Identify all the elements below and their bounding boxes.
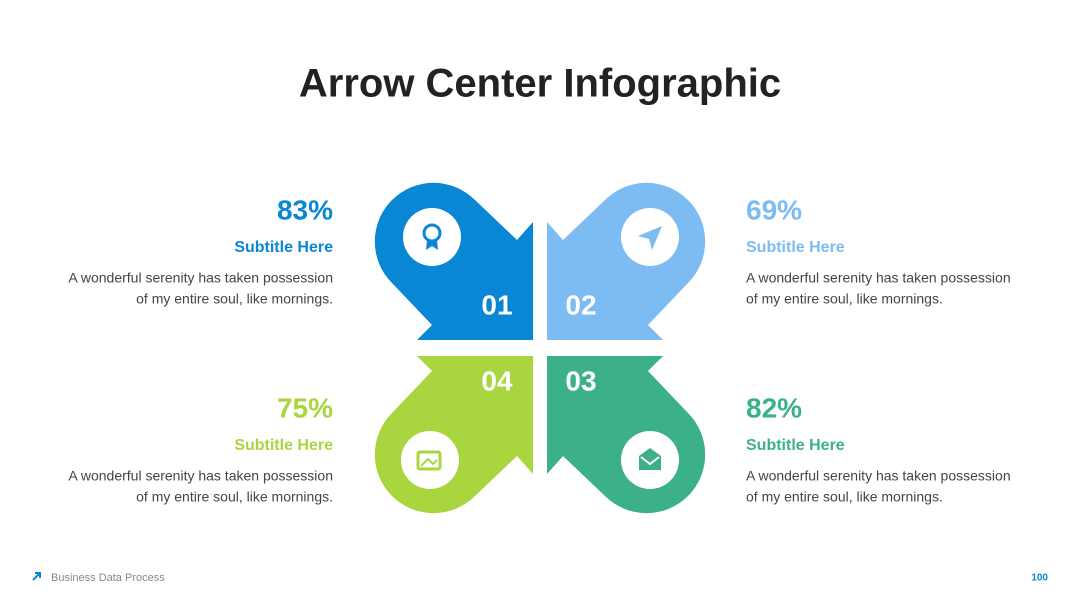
award-icon [426, 240, 438, 250]
percent: 75% [277, 392, 333, 423]
footer-text: Business Data Process [51, 572, 165, 584]
step-number: 03 [565, 365, 596, 396]
send-icon [638, 226, 662, 250]
mail-icon [640, 456, 660, 466]
step-number: 02 [565, 289, 596, 320]
subtitle: Subtitle Here [234, 437, 333, 454]
subtitle: Subtitle Here [234, 239, 333, 256]
icon-circle [403, 208, 461, 266]
image-icon [416, 450, 442, 471]
labels: 01 83% Subtitle Here A wonderful serenity h… [68, 194, 1010, 504]
description: of my entire soul, like mornings. [746, 291, 943, 307]
percent: 69% [746, 194, 802, 225]
subtitle: Subtitle Here [746, 437, 845, 454]
step-number: 04 [481, 365, 513, 396]
subtitle: Subtitle Here [746, 239, 845, 256]
footer-icon [32, 572, 41, 581]
description: of my entire soul, like mornings. [746, 489, 943, 505]
step-number: 01 [481, 289, 512, 320]
description: A wonderful serenity has taken possessio… [746, 468, 1011, 484]
description: of my entire soul, like mornings. [136, 489, 333, 505]
percent: 83% [277, 194, 333, 225]
title: Arrow Center Infographic [299, 62, 781, 106]
description: A wonderful serenity has taken possessio… [746, 270, 1011, 286]
page-number: 100 [1031, 573, 1048, 584]
description: A wonderful serenity has taken possessio… [68, 468, 333, 484]
arrow-diagram [374, 182, 706, 514]
percent: 82% [746, 392, 802, 423]
description: A wonderful serenity has taken possessio… [68, 270, 333, 286]
mail-icon [639, 448, 661, 470]
image-icon [420, 457, 438, 467]
description: of my entire soul, like mornings. [136, 291, 333, 307]
